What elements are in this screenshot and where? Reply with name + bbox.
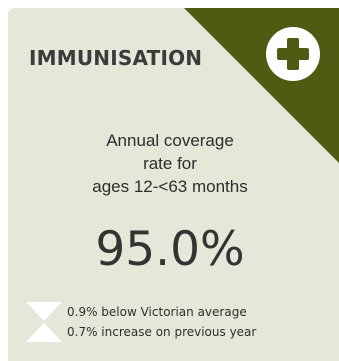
down-triangle-icon xyxy=(26,302,62,321)
comparison-list: 0.9% below Victorian average 0.7% increa… xyxy=(67,302,256,342)
description-line: Annual coverage xyxy=(106,131,234,150)
card-title: IMMUNISATION xyxy=(29,46,203,70)
metric-description: Annual coverage rate for ages 12-<63 mon… xyxy=(40,129,300,198)
comparison-previous-year: 0.7% increase on previous year xyxy=(67,325,257,339)
description-line: rate for xyxy=(143,154,197,173)
coverage-value: 95.0% xyxy=(95,222,245,277)
description-line: ages 12-<63 months xyxy=(92,177,248,196)
comparison-victorian-average: 0.9% below Victorian average xyxy=(67,305,247,319)
plus-circle-icon xyxy=(266,27,320,81)
up-triangle-icon xyxy=(26,323,62,342)
comparison-indicators xyxy=(26,302,62,342)
